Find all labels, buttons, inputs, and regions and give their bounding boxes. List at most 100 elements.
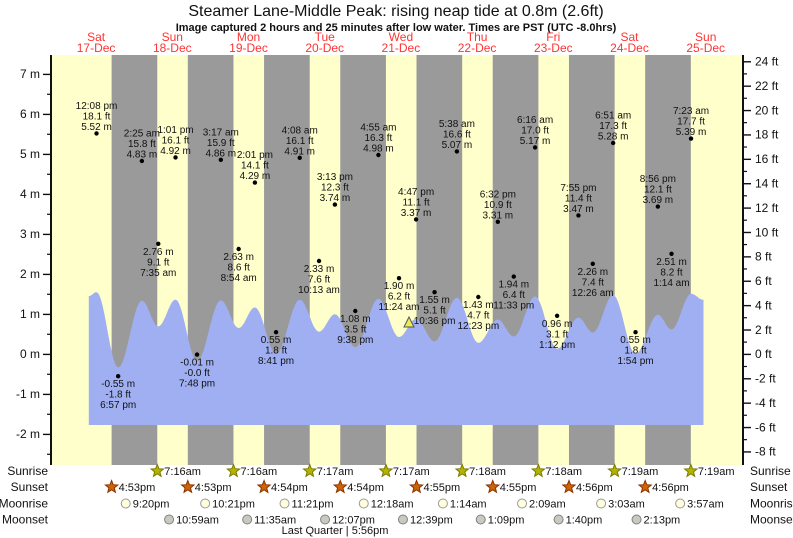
sunrise-time: 7:18am — [545, 466, 582, 478]
tide-m-label: 0.96 m — [542, 319, 573, 330]
right-major-tick — [743, 134, 751, 136]
left-tick-label: -2 m — [16, 427, 40, 441]
tide-m-label: 2.26 m — [577, 267, 608, 278]
sunset-time: 4:55pm — [424, 482, 461, 494]
right-major-tick — [743, 256, 751, 258]
tide-m-label: 5.39 m — [676, 127, 707, 138]
right-major-tick — [743, 158, 751, 161]
tide-time-label: 1:12 pm — [539, 340, 575, 351]
tide-point-dot — [396, 276, 402, 281]
right-major-tick — [743, 109, 751, 112]
tide-time-label: 12:26 am — [572, 288, 614, 299]
moonset-circle-icon — [320, 514, 331, 525]
tide-ft-label: 10.9 ft — [484, 200, 512, 211]
moonrise-time: 12:18am — [371, 499, 414, 511]
tide-point-dot — [236, 246, 241, 252]
moonrise-time: 10:21pm — [212, 499, 255, 511]
tide-ft-label: 18.1 ft — [83, 111, 111, 122]
tide-point-dot — [273, 330, 279, 335]
tide-ft-label: 1.8 ft — [624, 346, 646, 357]
astro-row-label-right: Sunset — [750, 480, 788, 494]
tide-ft-label: -1.8 ft — [105, 390, 131, 401]
tide-point-dot — [576, 213, 581, 218]
tide-time-label: 7:23 am — [673, 106, 709, 117]
astro-row-label-left: Sunset — [11, 480, 49, 494]
right-minor-tick — [743, 243, 747, 246]
tide-time-label: 2:01 pm — [237, 150, 273, 161]
tide-point-dot — [194, 352, 200, 357]
right-tick-label: 18 ft — [755, 128, 779, 142]
tide-point-dot — [554, 313, 560, 318]
left-tick-label: -1 m — [16, 387, 40, 401]
tide-point-dot — [376, 152, 381, 158]
tide-ft-label: 3.5 ft — [344, 325, 366, 336]
tide-m-label: 5.52 m — [81, 122, 112, 133]
right-major-tick — [743, 329, 751, 331]
right-tick-label: 6 ft — [755, 274, 772, 288]
tide-m-label: 2.76 m — [143, 247, 174, 258]
left-minor-tick — [47, 373, 51, 375]
moonset-time: 12:39pm — [410, 515, 453, 527]
sunrise-star-icon — [530, 463, 546, 478]
tide-m-label: 4.98 m — [363, 144, 394, 155]
tide-time-label: 6:32 pm — [480, 189, 516, 200]
tide-ft-label: 8.2 ft — [660, 267, 682, 278]
sunset-star-icon — [332, 479, 348, 494]
tide-time-label: 1:01 pm — [157, 125, 193, 136]
left-tick-label: 4 m — [20, 187, 40, 201]
sunset-time: 4:56pm — [576, 482, 613, 494]
tide-point-dot — [655, 204, 661, 209]
tide-ft-label: 3.1 ft — [546, 329, 568, 340]
sunrise-star-icon — [378, 463, 394, 478]
tide-time-label: 7:55 pm — [560, 183, 596, 194]
day-date: 18-Dec — [153, 41, 192, 55]
right-tick-label: 2 ft — [755, 323, 772, 337]
tide-time-label: 10:13 am — [298, 285, 340, 296]
day-name: Thu — [467, 30, 488, 44]
sunrise-star-icon — [454, 463, 470, 478]
tide-time-label: 10:36 pm — [414, 316, 456, 327]
left-tick-label: 5 m — [20, 147, 40, 161]
tide-time-label: 11:24 am — [379, 302, 420, 313]
sunset-time: 4:55pm — [500, 482, 537, 494]
sunset-star-icon — [637, 479, 653, 494]
day-date: 24-Dec — [610, 41, 649, 55]
right-minor-tick — [743, 146, 747, 148]
day-name: Wed — [389, 30, 413, 44]
tide-m-label: 5.07 m — [442, 140, 473, 151]
tide-ft-label: 15.9 ft — [207, 138, 235, 149]
left-major-tick — [43, 73, 51, 76]
right-tick-label: 10 ft — [755, 225, 779, 239]
moonrise-circle-icon — [437, 498, 448, 509]
day-date: 20-Dec — [305, 41, 344, 55]
tide-time-label: 11:33 pm — [493, 301, 534, 312]
sunrise-star-icon — [607, 463, 623, 478]
left-major-tick — [43, 193, 51, 196]
day-name: Fri — [546, 30, 560, 44]
left-minor-tick — [47, 293, 51, 295]
tide-ft-label: 11.4 ft — [565, 193, 592, 204]
tide-point-dot — [495, 219, 501, 224]
sunrise-time: 7:16am — [240, 466, 277, 478]
tide-point-dot — [432, 290, 437, 295]
tide-ft-label: 11.1 ft — [403, 197, 430, 208]
right-tick-label: 22 ft — [755, 79, 779, 93]
right-minor-tick — [743, 365, 747, 368]
left-minor-tick — [47, 93, 51, 95]
tide-point-dot — [610, 140, 616, 146]
moonrise-time: 9:20pm — [133, 499, 170, 511]
sunset-time: 4:56pm — [652, 482, 689, 494]
moonset-circle-icon — [242, 514, 253, 525]
left-minor-tick — [47, 173, 51, 175]
tide-m-label: 1.43 m — [463, 300, 494, 311]
tide-m-label: 3.69 m — [643, 195, 674, 206]
moonset-circle-icon — [164, 514, 175, 525]
day-name: Sun — [695, 30, 716, 44]
left-tick-label: 6 m — [20, 107, 40, 121]
tide-ft-label: 7.4 ft — [582, 277, 604, 288]
left-major-tick — [43, 273, 51, 276]
tide-time-label: 3:13 pm — [317, 172, 353, 183]
day-date: 17-Dec — [77, 41, 116, 55]
astro-row-label-right: Sunrise — [750, 464, 791, 478]
